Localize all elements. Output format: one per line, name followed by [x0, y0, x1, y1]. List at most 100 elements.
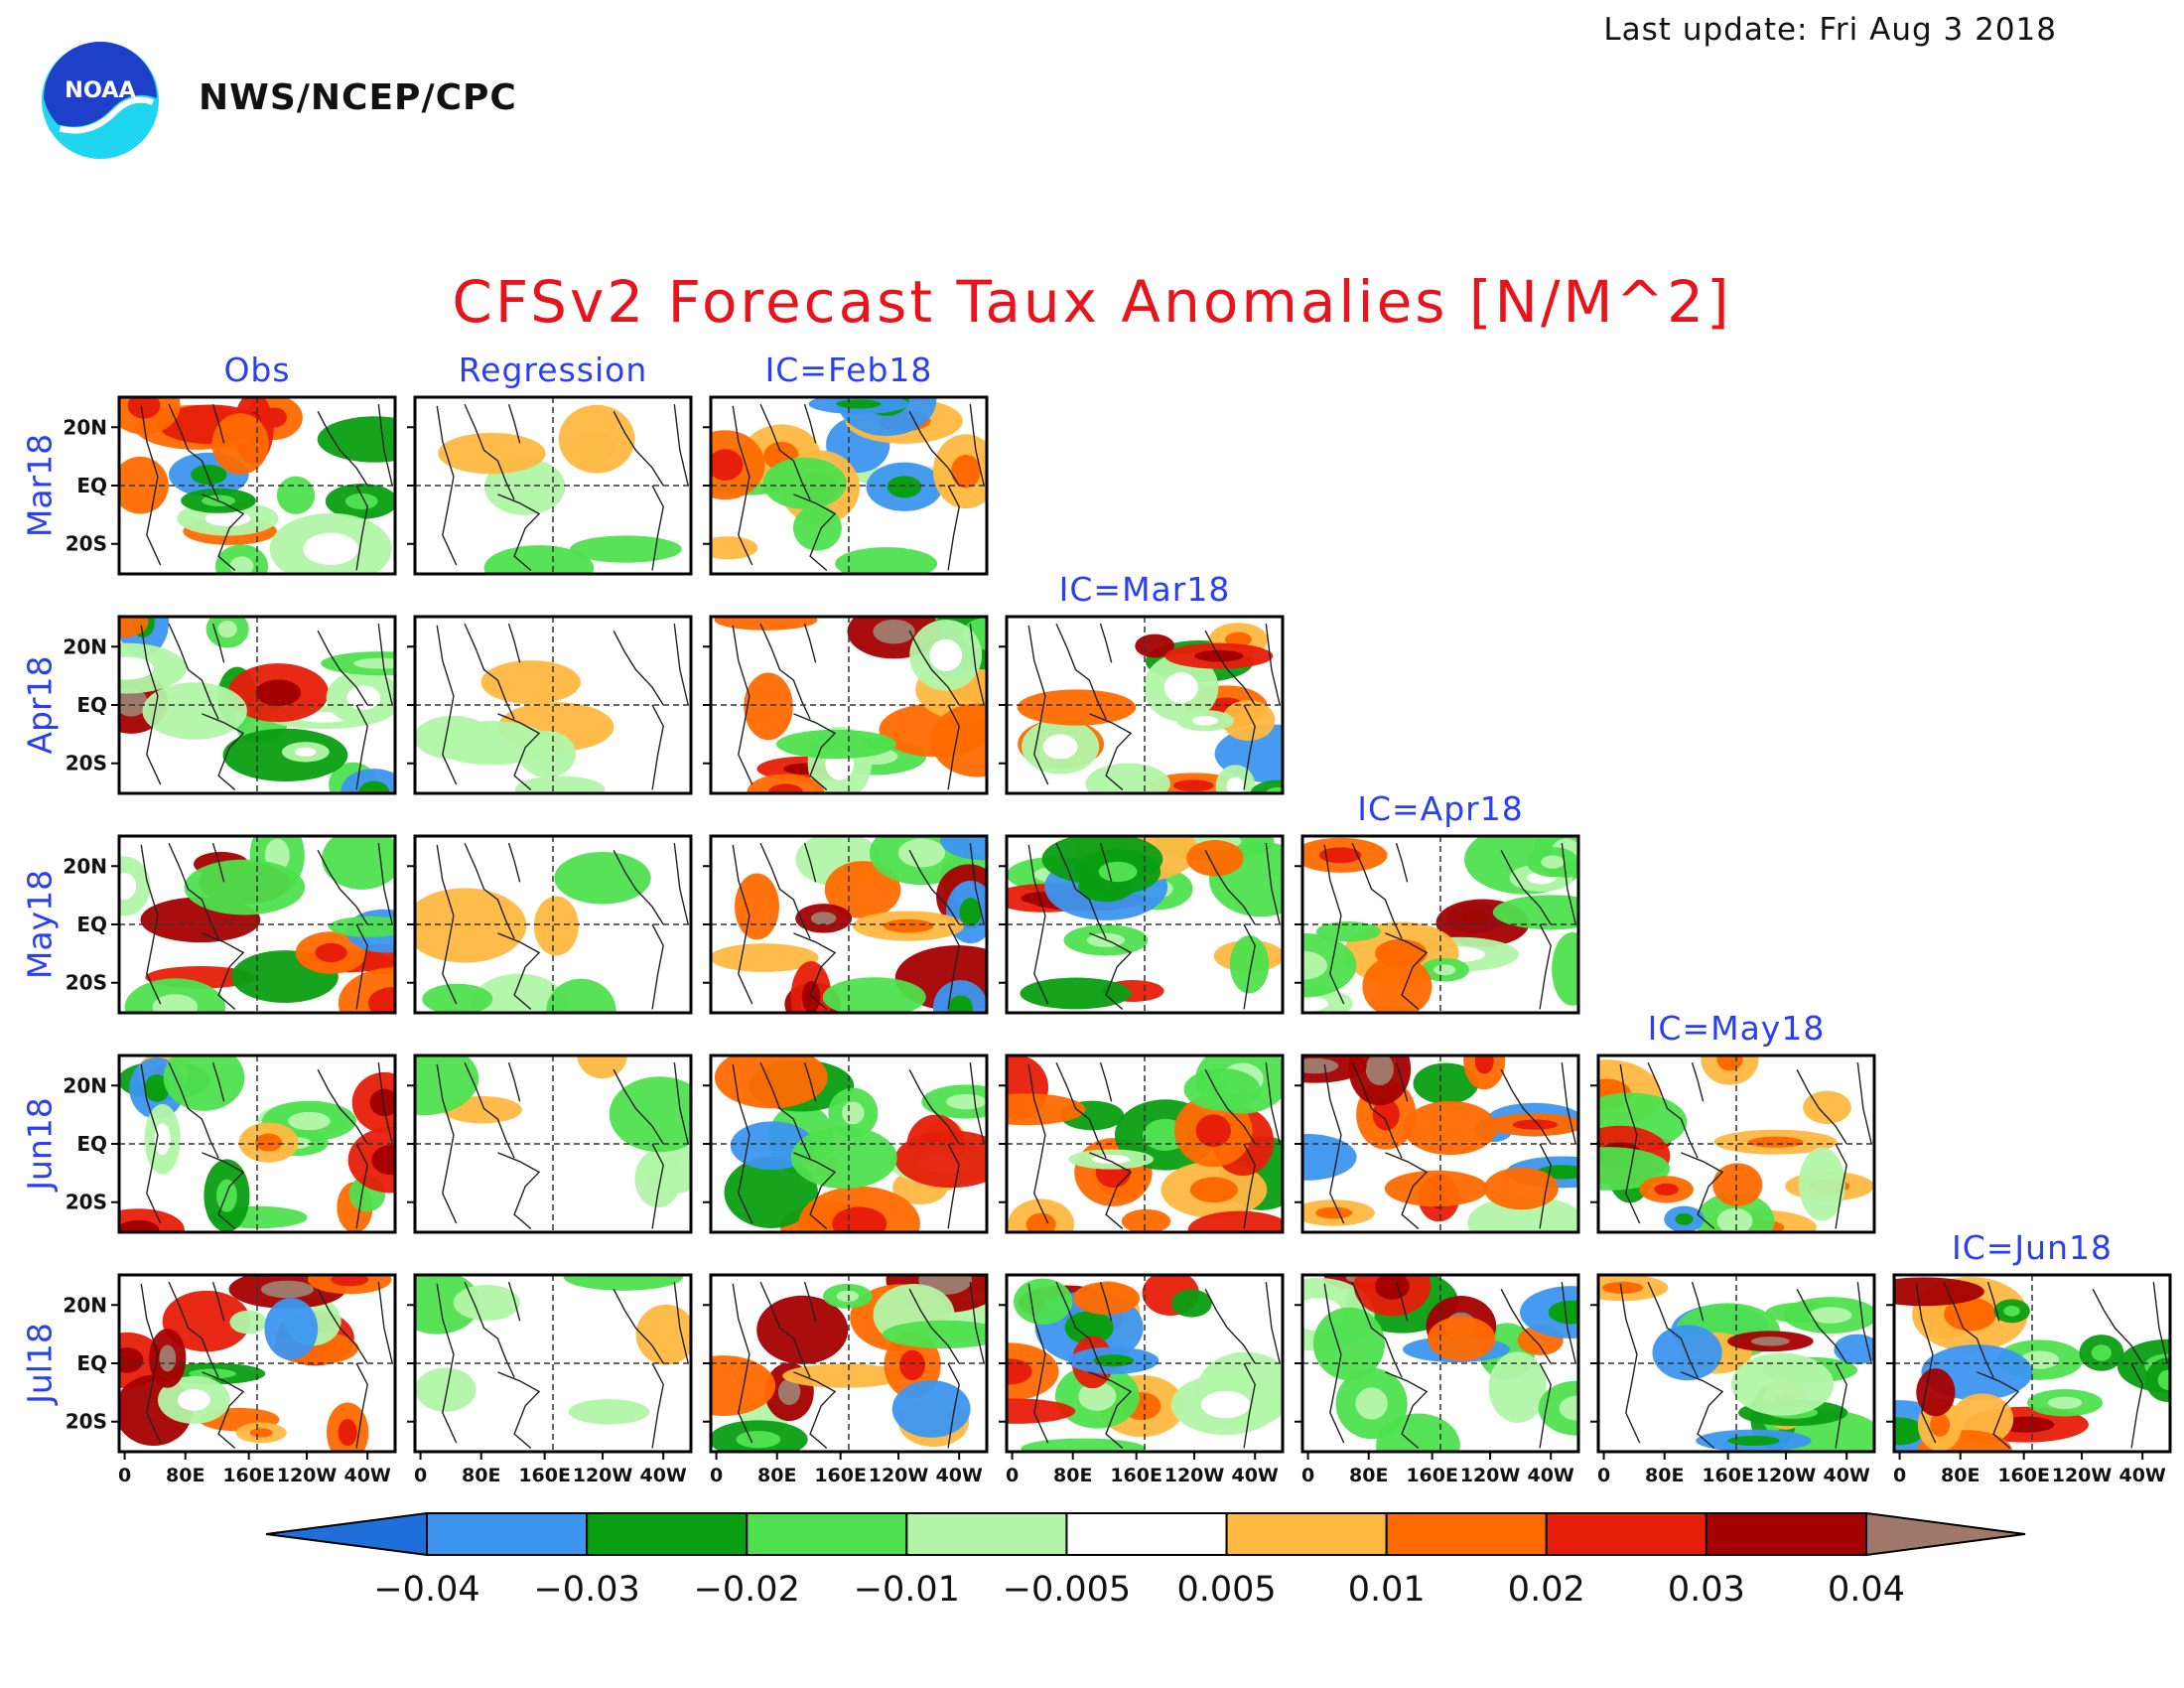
colorbar-box: [1225, 1512, 1388, 1556]
colorbar-label: 0.02: [1508, 1570, 1585, 1610]
lon-tick-label: 0: [118, 1465, 131, 1486]
column-title: IC=Mar18: [1059, 570, 1231, 609]
map-panel-ic-feb18-may18: [703, 834, 989, 1015]
lon-tick-label: 80E: [1053, 1465, 1092, 1486]
last-update-text: Last update: Fri Aug 3 2018: [1603, 12, 2057, 48]
lon-tick-label: 160E: [222, 1465, 275, 1486]
lat-tick-label: 20S: [66, 532, 107, 556]
colorbar-label: −0.01: [854, 1570, 960, 1610]
lon-tick-label: 120W: [869, 1465, 929, 1486]
colorbar-label: 0.005: [1176, 1570, 1276, 1610]
colorbar-right-arrow: [1865, 1511, 2026, 1557]
lon-tick-label: 160E: [1110, 1465, 1162, 1486]
colorbar-box: [426, 1512, 589, 1556]
lon-tick-label: 120W: [2052, 1465, 2113, 1486]
map-panel-ic-apr18-may18: [1295, 834, 1580, 1015]
map-panel-ic-apr18-jul18: [1295, 1273, 1580, 1454]
lon-tick-label: 80E: [166, 1465, 205, 1486]
map-panel-ic-may18-jun18: [1590, 1054, 1876, 1234]
column-title: IC=Apr18: [1357, 789, 1524, 828]
map-panel-obs-apr18: 20N EQ 20S: [63, 615, 397, 795]
row-title: Jun18: [21, 1097, 60, 1193]
lon-tick-label: 120W: [277, 1465, 338, 1486]
lon-tick-label: 0: [710, 1465, 723, 1486]
map-panel-ic-may18-jul18: [1590, 1273, 1876, 1454]
lat-tick-label: 20S: [66, 1410, 107, 1434]
lon-tick-label: 80E: [757, 1465, 796, 1486]
colorbar-label: 0.04: [1828, 1570, 1905, 1610]
map-panel-ic-mar18-may18: [999, 834, 1285, 1015]
colorbar-label: −0.005: [1003, 1570, 1132, 1610]
map-panel-ic-jun18-jul18: [1886, 1273, 2172, 1454]
map-panel-obs-may18: 20N EQ 20S: [63, 834, 397, 1015]
column-title: Obs: [223, 351, 290, 389]
colorbar-label: 0.03: [1668, 1570, 1745, 1610]
lon-tick-label: 160E: [1997, 1465, 2050, 1486]
lon-tick-label: 160E: [1702, 1465, 1754, 1486]
lat-tick-label: 20N: [63, 1293, 107, 1317]
organization-label: NWS/NCEP/CPC: [199, 77, 517, 118]
lat-tick-label: 20N: [63, 854, 107, 878]
lon-tick-label: 40W: [1231, 1465, 1278, 1486]
colorbar-label: −0.02: [694, 1570, 800, 1610]
row-title: May18: [21, 870, 60, 979]
noaa-logo: NOAA: [42, 42, 159, 159]
map-panel-obs-mar18: 20N EQ 20S: [63, 395, 397, 576]
lon-tick-label: 0: [1006, 1465, 1019, 1486]
lat-tick-label: 20N: [63, 634, 107, 658]
map-panel-ic-apr18-jun18: [1295, 1054, 1580, 1234]
lat-tick-label: EQ: [76, 1132, 107, 1156]
colorbar-label: −0.04: [373, 1570, 479, 1610]
colorbar-box: [746, 1512, 908, 1556]
colorbar-box: [1705, 1512, 1868, 1556]
lon-tick-label: 40W: [639, 1465, 686, 1486]
lon-tick-label: 80E: [1941, 1465, 1979, 1486]
lon-tick-label: 120W: [1460, 1465, 1521, 1486]
lat-tick-label: EQ: [76, 693, 107, 717]
lat-tick-label: EQ: [76, 1351, 107, 1375]
column-title: IC=Feb18: [765, 351, 933, 389]
map-panel-regression-may18: [407, 834, 693, 1015]
column-title: IC=Jun18: [1952, 1228, 2113, 1267]
lon-tick-label: 80E: [1645, 1465, 1684, 1486]
lon-tick-label: 40W: [1823, 1465, 1869, 1486]
map-panel-regression-mar18: [407, 395, 693, 576]
lon-tick-label: 0: [1893, 1465, 1906, 1486]
map-panel-regression-apr18: [407, 615, 693, 795]
colorbar-box: [1065, 1512, 1228, 1556]
noaa-logo-text: NOAA: [65, 77, 136, 103]
colorbar-label: 0.01: [1348, 1570, 1426, 1610]
lon-tick-label: 160E: [1406, 1465, 1458, 1486]
lat-tick-label: 20N: [63, 1073, 107, 1097]
map-panel-ic-feb18-jul18: [703, 1273, 989, 1454]
map-panel-ic-mar18-jul18: [999, 1273, 1285, 1454]
map-panel-regression-jul18: [407, 1273, 693, 1454]
colorbar-box: [905, 1512, 1068, 1556]
lon-tick-label: 40W: [935, 1465, 982, 1486]
map-panel-ic-feb18-jun18: [703, 1054, 989, 1234]
map-panel-ic-mar18-jun18: [999, 1054, 1285, 1234]
lon-tick-label: 160E: [518, 1465, 571, 1486]
lon-tick-label: 120W: [1756, 1465, 1817, 1486]
row-title: Mar18: [21, 434, 60, 537]
colorbar-box: [1385, 1512, 1548, 1556]
map-panel-ic-feb18-apr18: [703, 615, 989, 795]
map-panel-ic-mar18-apr18: [999, 615, 1285, 795]
map-panel-regression-jun18: [407, 1054, 693, 1234]
lon-tick-label: 0: [1597, 1465, 1610, 1486]
lon-tick-label: 40W: [1527, 1465, 1573, 1486]
lat-tick-label: EQ: [76, 474, 107, 497]
lon-tick-label: 120W: [1164, 1465, 1225, 1486]
lon-tick-label: 0: [414, 1465, 427, 1486]
row-title: Apr18: [21, 655, 60, 754]
map-panel-obs-jun18: 20N EQ 20S: [63, 1054, 397, 1234]
lon-tick-label: 160E: [814, 1465, 867, 1486]
lat-tick-label: 20N: [63, 415, 107, 439]
colorbar-box: [586, 1512, 749, 1556]
figure-title: CFSv2 Forecast Taux Anomalies [N/M^2]: [452, 268, 1732, 336]
column-title: Regression: [459, 351, 648, 389]
row-title: Jul18: [21, 1323, 60, 1406]
lat-tick-label: EQ: [76, 913, 107, 936]
